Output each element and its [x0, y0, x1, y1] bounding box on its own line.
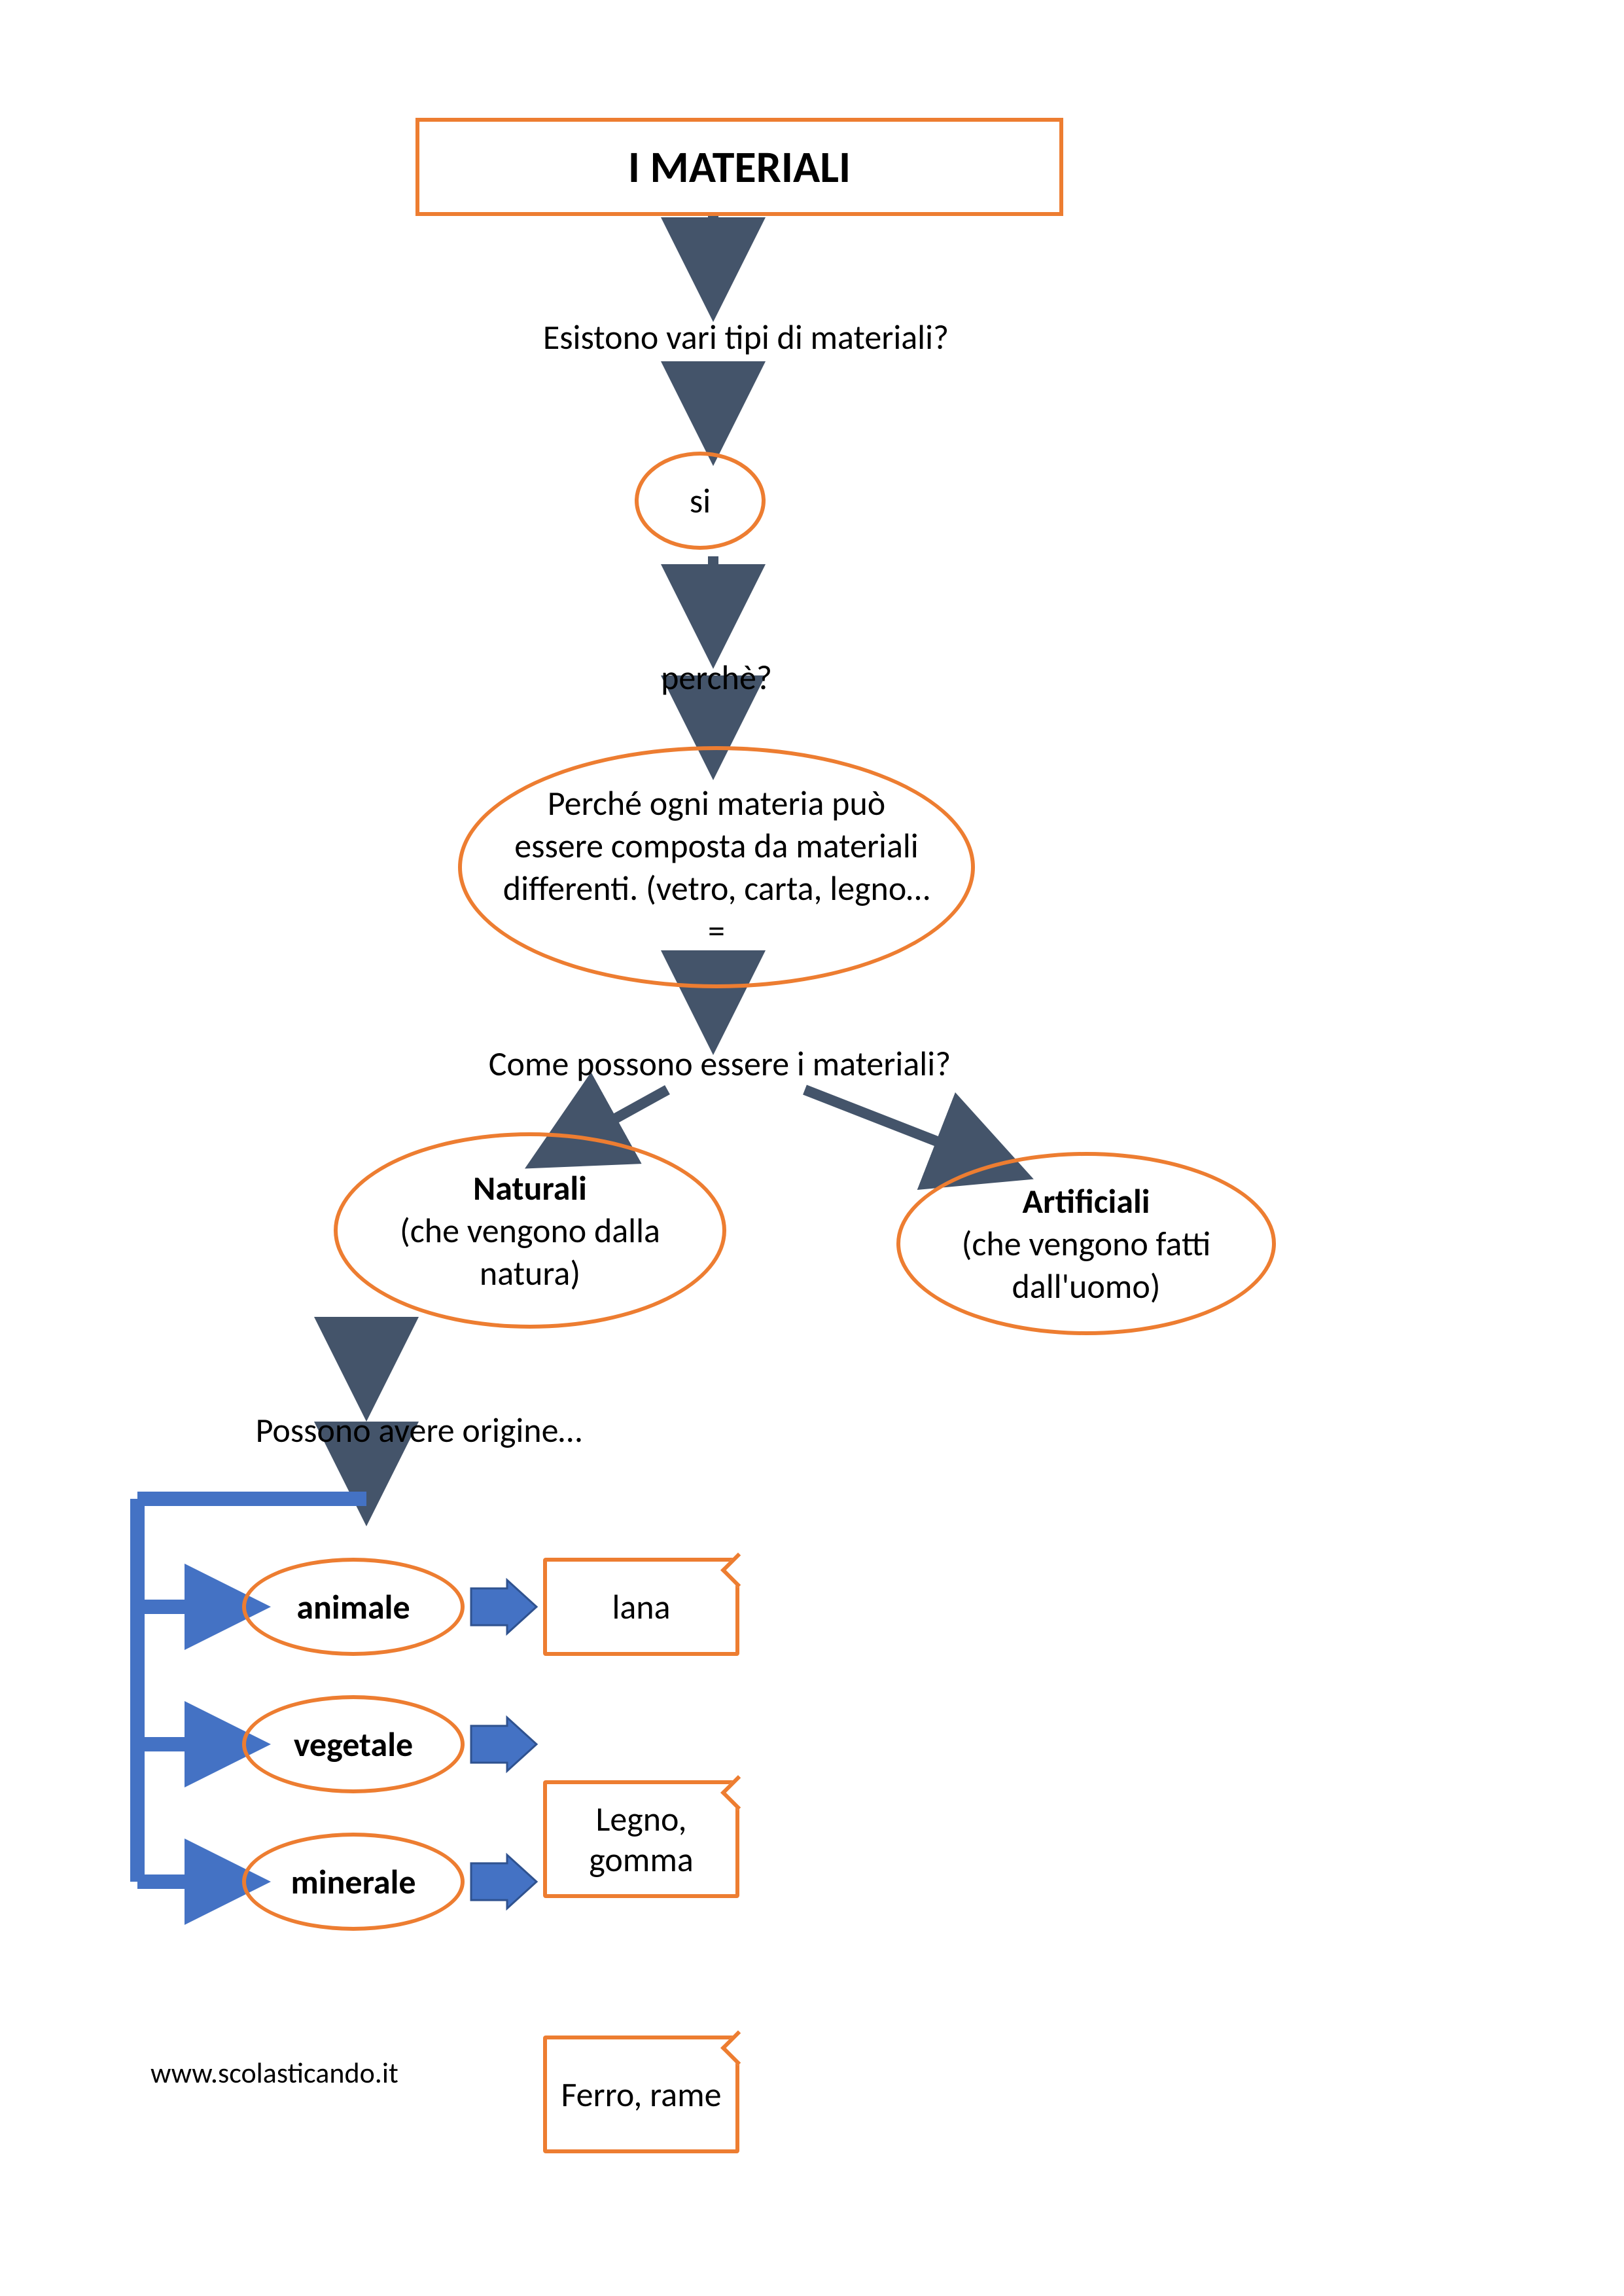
question-3: Come possono essere i materiali? [419, 1041, 1021, 1086]
naturali-sub: (che vengono dalla natura) [377, 1210, 683, 1295]
explanation-ellipse: Perché ogni materia può essere composta … [458, 746, 975, 988]
example-lana: lana [543, 1558, 739, 1656]
artificiali-sub: (che vengono fatti dall'uomo) [940, 1223, 1233, 1308]
question-2-text: perchè? [661, 656, 772, 698]
origin-minerale-text: minerale [291, 1861, 415, 1903]
origin-vegetale-text: vegetale [294, 1723, 413, 1765]
question-2: perchè? [635, 655, 798, 700]
origin-animale-text: animale [296, 1586, 410, 1628]
answer-si-text: si [690, 480, 711, 522]
artificiali-ellipse: Artificiali (che vengono fatti dall'uomo… [896, 1152, 1276, 1335]
example-legno: Legno, gomma [543, 1780, 739, 1898]
question-1-text: Esistono vari tipi di materiali? [543, 316, 949, 358]
naturali-ellipse: Naturali (che vengono dalla natura) [334, 1132, 726, 1329]
origin-vegetale: vegetale [242, 1695, 465, 1793]
example-ferro-text: Ferro, rame [561, 2074, 721, 2115]
question-3-text: Come possono essere i materiali? [489, 1043, 951, 1085]
question-4: Possono avere origine… [209, 1407, 628, 1453]
example-legno-text: Legno, gomma [547, 1799, 735, 1880]
title-box: I MATERIALI [415, 118, 1063, 216]
question-1: Esistono vari tipi di materiali? [491, 314, 1001, 360]
example-lana-text: lana [612, 1586, 670, 1628]
question-4-text: Possono avere origine… [256, 1409, 582, 1451]
explanation-text: Perché ogni materia può essere composta … [501, 782, 932, 952]
example-ferro: Ferro, rame [543, 2036, 739, 2153]
title-text: I MATERIALI [628, 140, 851, 194]
footer-url: www.scolasticando.it [150, 2055, 398, 2090]
footer-text: www.scolasticando.it [150, 2055, 398, 2090]
answer-si: si [635, 452, 766, 550]
origin-minerale: minerale [242, 1833, 465, 1931]
naturali-title: Naturali [377, 1167, 683, 1210]
artificiali-title: Artificiali [940, 1180, 1233, 1223]
origin-animale: animale [242, 1558, 465, 1656]
